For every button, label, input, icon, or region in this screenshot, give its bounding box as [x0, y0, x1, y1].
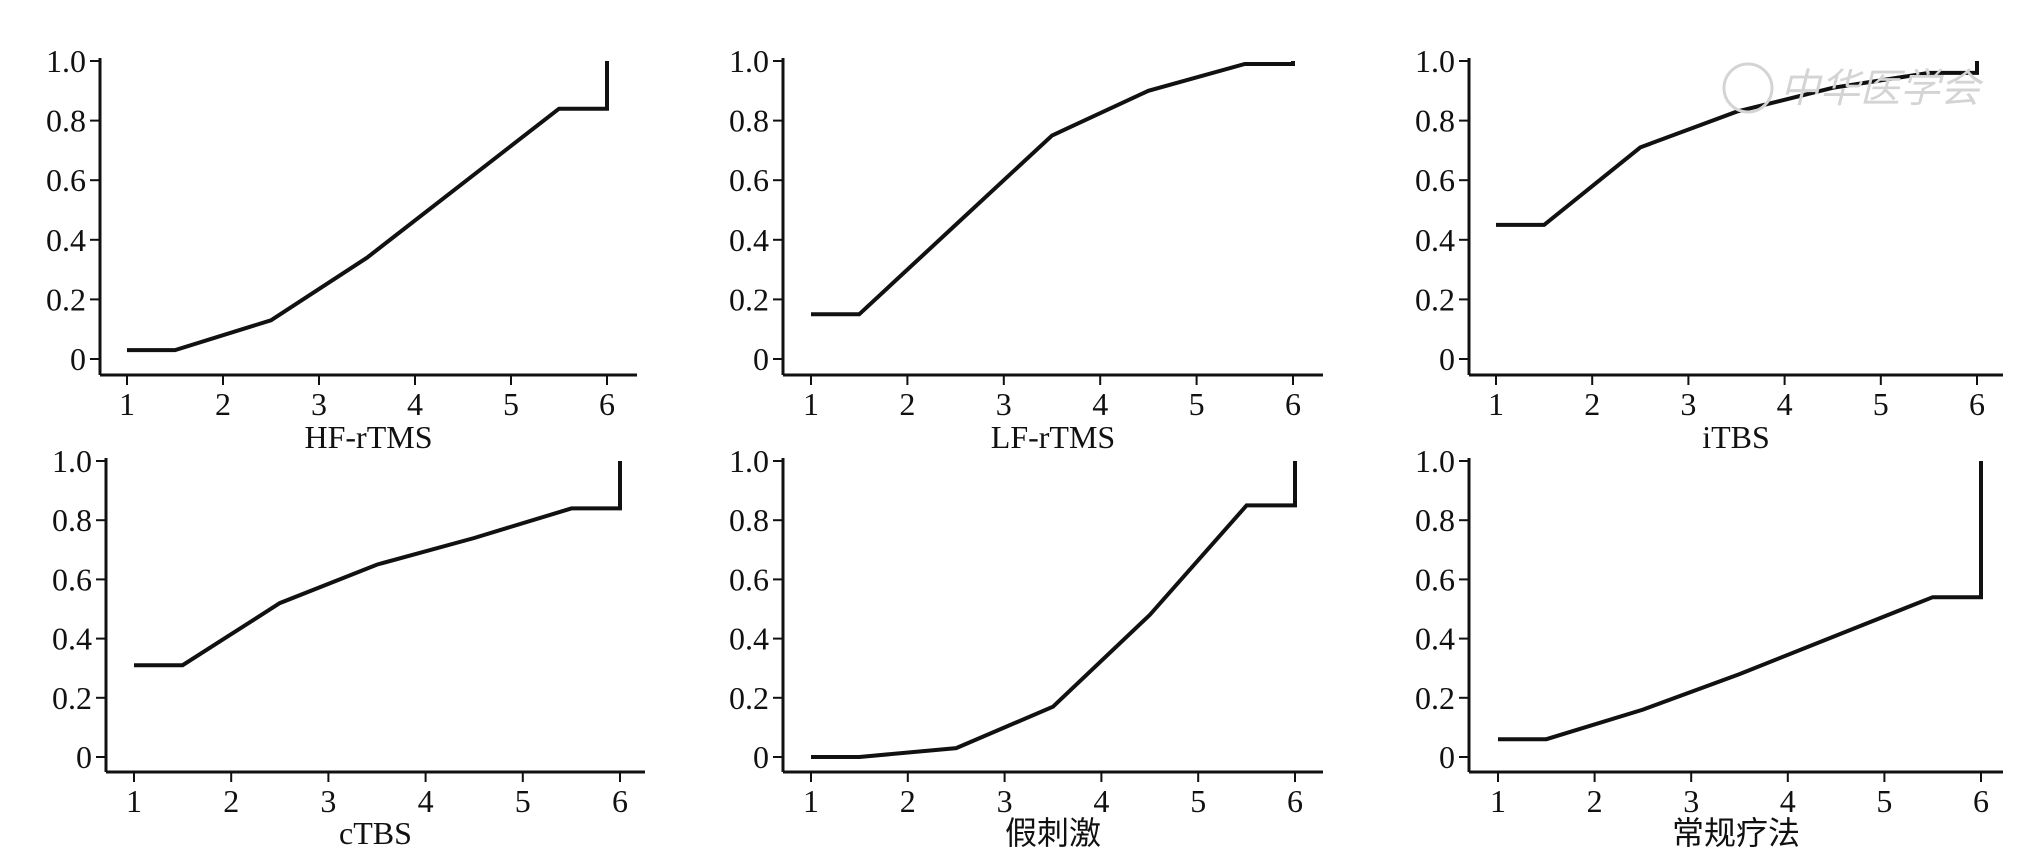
y-tick-label: 1.0: [52, 443, 92, 479]
x-tick-label: 5: [1876, 783, 1892, 819]
x-tick-label: 6: [612, 783, 628, 819]
seal-icon: [1722, 62, 1774, 114]
x-tick-label: 3: [1680, 386, 1696, 422]
panel-6: 0 0.2 0.4 0.6 0.8 1.0 1 2 3 4 5 6 常规疗法: [1415, 443, 2003, 851]
y-tick-label: 0: [70, 341, 86, 377]
y-tick-label: 0.2: [46, 281, 86, 317]
y-tick-label: 1.0: [729, 443, 769, 479]
x-tick-label: 5: [1190, 783, 1206, 819]
x-tick-label: 5: [1873, 386, 1889, 422]
panel-2: 0 0.2 0.4 0.6 0.8 1.0 1 2 3 4 5 6 LF-rTMS: [729, 43, 1323, 455]
y-tick-label: 0.4: [1415, 222, 1455, 258]
y-tick-label: 0.2: [52, 680, 92, 716]
y-tick-label: 0: [1439, 341, 1455, 377]
cumulative-probability-line: [127, 61, 609, 353]
y-tick-label: 0.8: [1415, 103, 1455, 139]
panel-4: 0 0.2 0.4 0.6 0.8 1.0 1 2 3 4 5 6 cTBS: [52, 443, 645, 851]
y-tick-label: 0.8: [46, 103, 86, 139]
y-tick-label: 0.8: [729, 502, 769, 538]
panel-label: 假刺激: [1005, 815, 1101, 851]
cumulative-probability-line: [811, 61, 1295, 317]
y-tick-label: 0.6: [52, 561, 92, 597]
x-tick-label: 2: [1587, 783, 1603, 819]
panel-label: cTBS: [339, 815, 412, 851]
y-tick-label: 0.6: [729, 561, 769, 597]
x-tick-label: 1: [1488, 386, 1504, 422]
panel-label: iTBS: [1702, 419, 1770, 455]
panel-1: 0 0.2 0.4 0.6 0.8 1.0 1 2 3 4 5 6 HF-rTMS: [46, 43, 637, 455]
y-tick-label: 1.0: [46, 43, 86, 79]
y-tick-label: 0.2: [1415, 680, 1455, 716]
watermark-text: 中华医学会: [1780, 66, 1984, 111]
y-tick-label: 0.2: [1415, 281, 1455, 317]
x-tick-label: 6: [1973, 783, 1989, 819]
y-tick-label: 0.8: [52, 502, 92, 538]
y-tick-label: 0.6: [46, 162, 86, 198]
x-tick-label: 2: [900, 783, 916, 819]
x-tick-label: 1: [803, 783, 819, 819]
y-tick-label: 1.0: [1415, 443, 1455, 479]
y-tick-label: 0.2: [729, 680, 769, 716]
x-tick-label: 4: [418, 783, 434, 819]
x-tick-label: 5: [515, 783, 531, 819]
x-tick-label: 4: [1780, 783, 1796, 819]
y-tick-label: 0.4: [1415, 621, 1455, 657]
y-tick-label: 0.4: [729, 621, 769, 657]
y-tick-label: 0.6: [729, 162, 769, 198]
cumulative-probability-line: [1498, 461, 1983, 742]
x-tick-label: 3: [320, 783, 336, 819]
cumulative-probability-line: [1496, 61, 1979, 227]
y-tick-label: 0: [753, 739, 769, 775]
y-tick-label: 0: [753, 341, 769, 377]
panel-label: 常规疗法: [1672, 815, 1800, 851]
x-tick-label: 1: [126, 783, 142, 819]
x-tick-label: 2: [899, 386, 915, 422]
y-tick-label: 0: [1439, 739, 1455, 775]
y-tick-label: 0.8: [729, 103, 769, 139]
y-tick-label: 1.0: [1415, 43, 1455, 79]
y-tick-label: 0.4: [729, 222, 769, 258]
x-tick-label: 4: [1092, 386, 1108, 422]
watermark: 中华医学会: [1722, 62, 1984, 114]
x-tick-label: 6: [599, 386, 615, 422]
y-tick-label: 0.8: [1415, 502, 1455, 538]
x-tick-label: 1: [803, 386, 819, 422]
panel-label: HF-rTMS: [304, 419, 432, 455]
x-tick-label: 3: [996, 386, 1012, 422]
x-tick-label: 4: [1093, 783, 1109, 819]
x-tick-label: 6: [1287, 783, 1303, 819]
y-tick-label: 0: [76, 739, 92, 775]
panel-label: LF-rTMS: [991, 419, 1115, 455]
x-tick-label: 2: [215, 386, 231, 422]
x-tick-label: 3: [997, 783, 1013, 819]
panel-5: 0 0.2 0.4 0.6 0.8 1.0 1 2 3 4 5 6 假刺激: [729, 443, 1323, 851]
x-tick-label: 3: [311, 386, 327, 422]
x-tick-label: 6: [1969, 386, 1985, 422]
y-tick-label: 0.4: [52, 621, 92, 657]
y-tick-label: 0.4: [46, 222, 86, 258]
x-tick-label: 2: [1584, 386, 1600, 422]
y-tick-label: 0.6: [1415, 162, 1455, 198]
x-tick-label: 4: [1777, 386, 1793, 422]
x-tick-label: 2: [223, 783, 239, 819]
y-tick-label: 0.2: [729, 281, 769, 317]
x-tick-label: 5: [503, 386, 519, 422]
cumulative-probability-line: [134, 461, 622, 668]
x-tick-label: 3: [1683, 783, 1699, 819]
x-tick-label: 1: [119, 386, 135, 422]
x-tick-label: 5: [1189, 386, 1205, 422]
cumulative-probability-line: [811, 461, 1297, 759]
x-tick-label: 4: [407, 386, 423, 422]
x-tick-label: 1: [1490, 783, 1506, 819]
y-tick-label: 0.6: [1415, 561, 1455, 597]
panel-3: 0 0.2 0.4 0.6 0.8 1.0 1 2 3 4 5 6 iTBS: [1415, 43, 2003, 455]
x-tick-label: 6: [1285, 386, 1301, 422]
y-tick-label: 1.0: [729, 43, 769, 79]
